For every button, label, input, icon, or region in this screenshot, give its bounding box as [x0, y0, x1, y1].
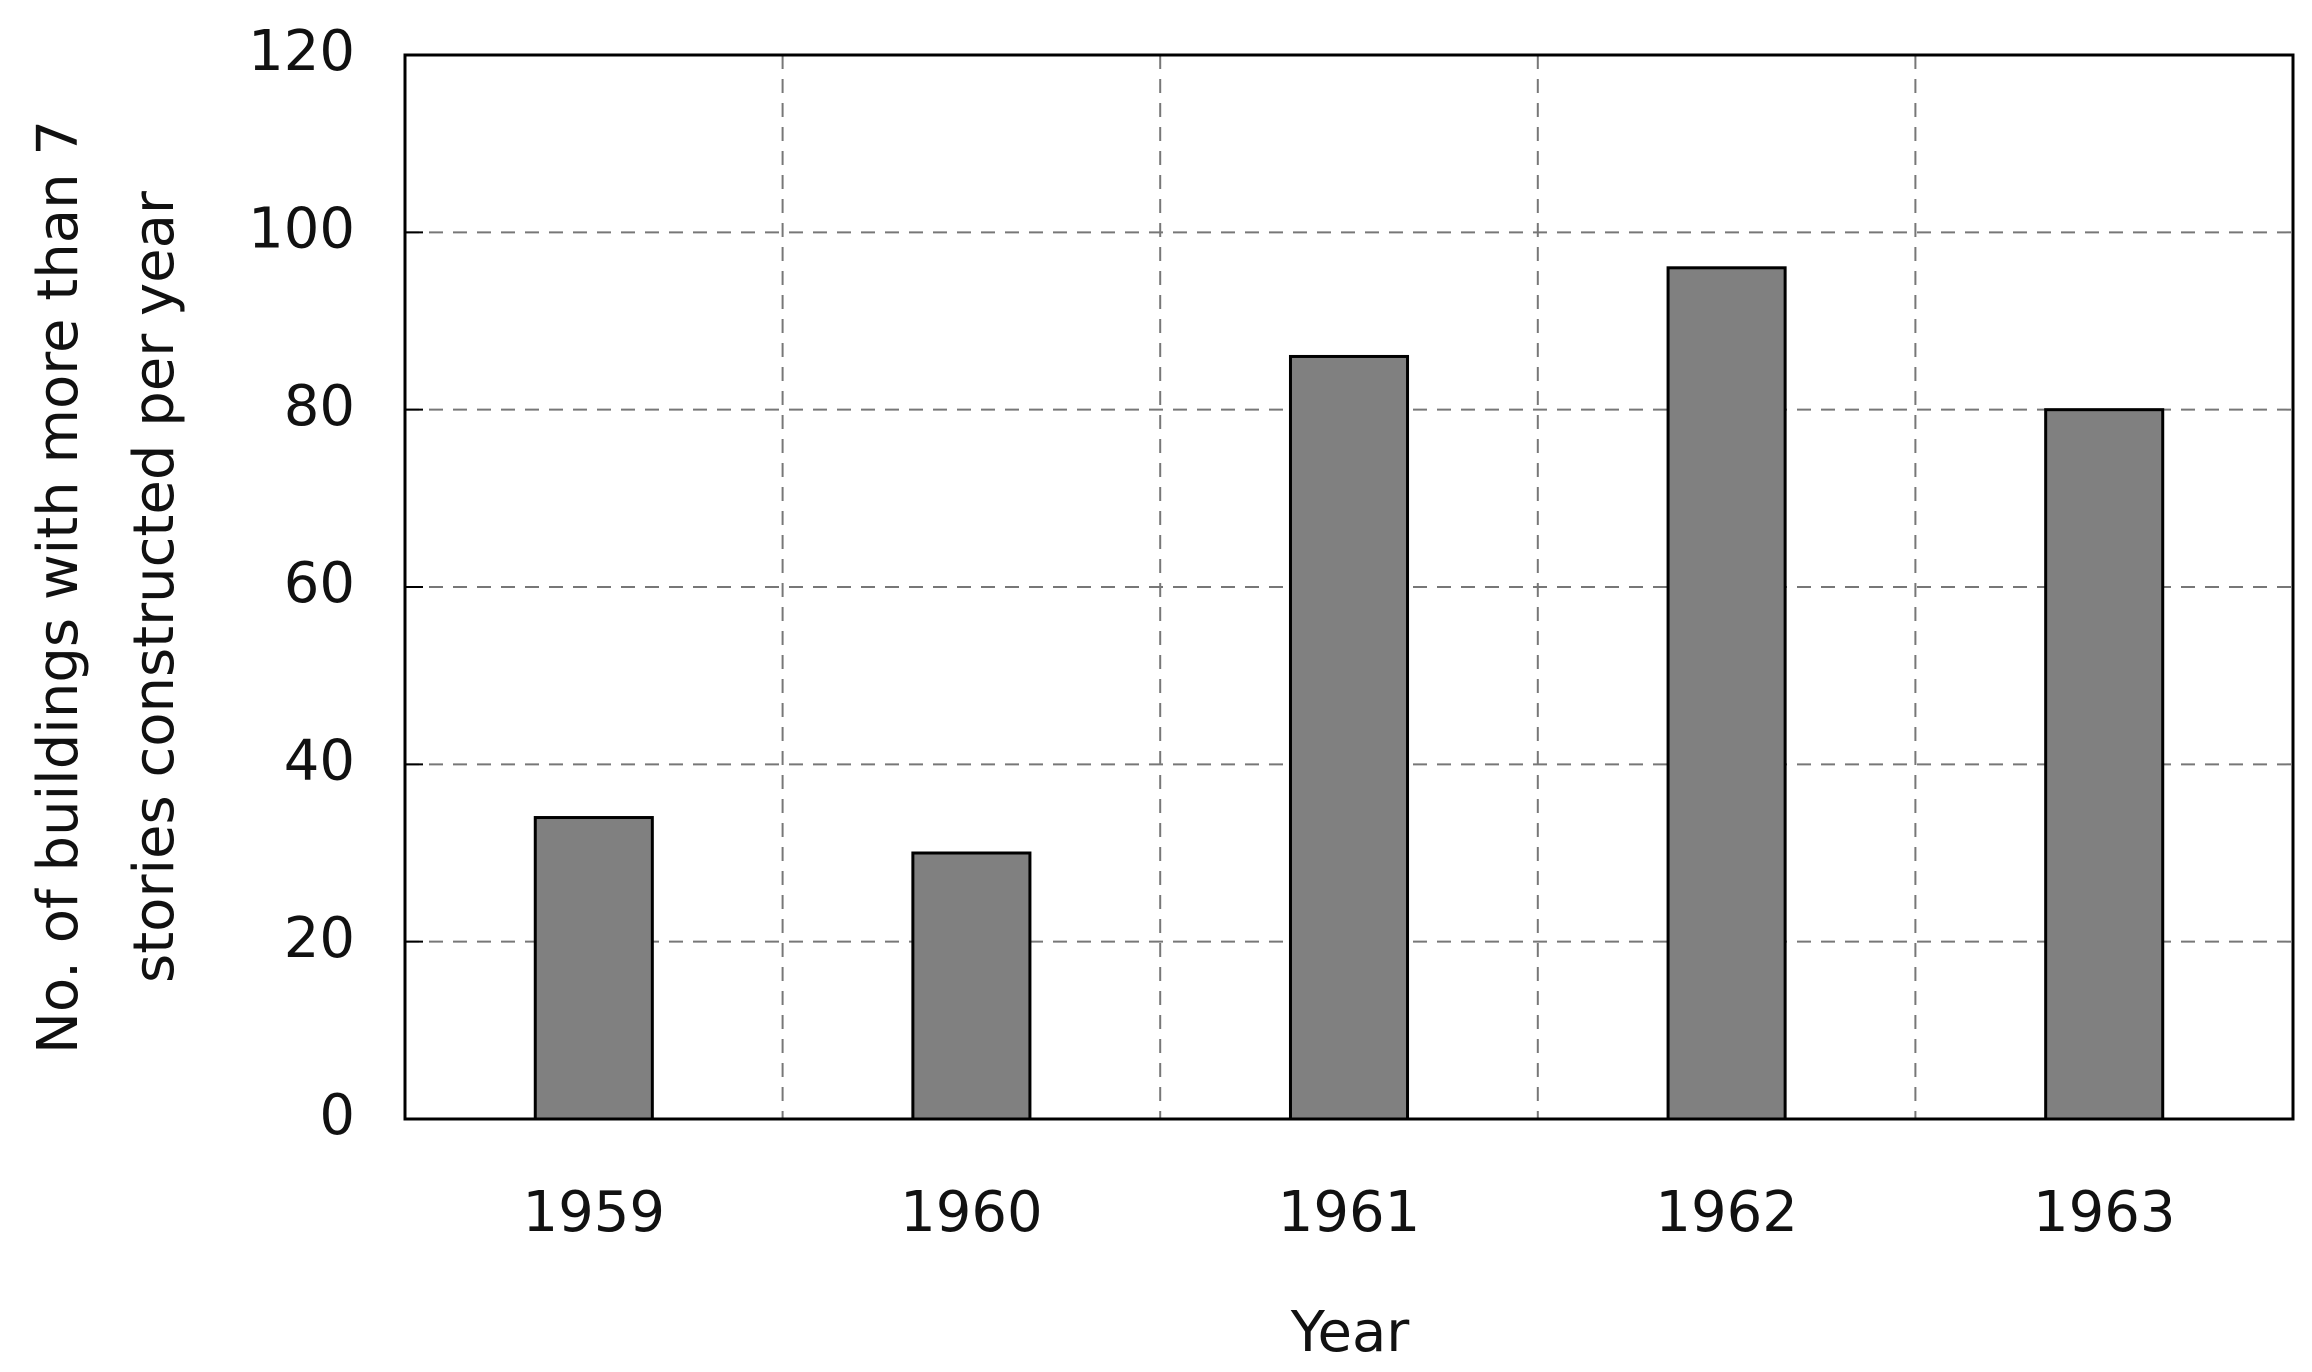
bar: [533, 816, 654, 1121]
y-axis-label: No. of buildings with more than 7: [26, 120, 91, 1054]
bar: [1288, 354, 1410, 1121]
y-tick-label: 20: [284, 906, 355, 971]
plot-frame: [403, 53, 2295, 1121]
x-tick-label: 1961: [1278, 1180, 1421, 1245]
y-tick-label: 40: [284, 728, 355, 793]
bar: [911, 851, 1032, 1121]
y-tick-label: 120: [248, 19, 355, 84]
y-axis-label: stories constructed per year: [122, 190, 187, 983]
x-tick-label: 1959: [523, 1180, 666, 1245]
x-tick-label: 1963: [2033, 1180, 2176, 1245]
x-axis-label: Year: [1290, 1300, 1411, 1365]
y-tick-label: 0: [319, 1083, 355, 1148]
bar: [2044, 408, 2165, 1121]
x-tick-label: 1960: [900, 1180, 1043, 1245]
bar: [1666, 266, 1787, 1121]
y-tick-label: 100: [248, 196, 355, 261]
y-tick-label: 80: [284, 374, 355, 439]
x-tick-label: 1962: [1655, 1180, 1798, 1245]
y-tick-label: 60: [284, 551, 355, 616]
